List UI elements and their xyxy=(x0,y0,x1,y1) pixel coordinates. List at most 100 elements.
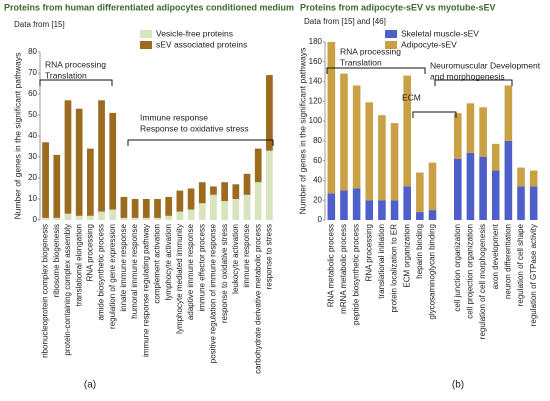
bracket xyxy=(326,67,426,74)
legend-swatch xyxy=(385,30,397,38)
y-tick-label: 40 xyxy=(313,176,322,185)
annotation: Translation xyxy=(45,70,87,80)
bar-segment xyxy=(210,194,217,220)
bar-segment xyxy=(87,148,94,216)
x-tick-label: lymphocyte activation xyxy=(164,224,173,300)
annotation: Response to oxidative stress xyxy=(140,123,249,133)
bar-segment xyxy=(210,186,217,195)
bar-segment xyxy=(428,210,437,220)
x-tick-label: peptide biosynthetic process xyxy=(352,224,361,325)
bar-segment xyxy=(390,200,399,220)
x-tick-label: cell junction organization xyxy=(453,224,462,312)
bar-segment xyxy=(466,152,475,220)
y-tick-label: 40 xyxy=(28,131,37,140)
chart-title: Proteins from adipocyte-sEV vs myotube-s… xyxy=(300,2,496,12)
x-tick-label: neuron differentiation xyxy=(503,224,512,299)
y-tick-label: 60 xyxy=(313,156,322,165)
bar-segment xyxy=(98,100,105,212)
x-tick-label: response to oxidative stress xyxy=(220,224,229,323)
bar-segment xyxy=(352,85,361,189)
legend-label: Adipocyte-sEV xyxy=(401,39,457,49)
bar-segment xyxy=(75,108,83,216)
bar-segment xyxy=(517,167,525,187)
bar-segment xyxy=(365,102,374,201)
bar-segment xyxy=(221,182,228,202)
chart-title: Proteins from human differentiated adipo… xyxy=(4,2,294,12)
legend-label: Skeletal muscle-sEV xyxy=(401,28,479,38)
bar-segment xyxy=(120,196,128,218)
x-tick-label: immune effector process xyxy=(197,224,206,311)
bar-segment xyxy=(504,85,513,141)
x-tick-label: immune response regulating pathway xyxy=(141,224,150,357)
bar-segment xyxy=(142,217,150,220)
x-tick-label: ribosome biogenesis xyxy=(52,224,61,297)
bar-segment xyxy=(327,193,336,220)
y-axis-label: Number of genes in the significant pathw… xyxy=(12,53,22,220)
x-tick-label: RNA processing xyxy=(364,224,373,281)
x-tick-label: complement activation xyxy=(153,224,162,304)
bar-segment xyxy=(198,203,206,220)
y-tick-label: 120 xyxy=(309,96,323,105)
bar-segment xyxy=(75,215,83,220)
bar-segment xyxy=(232,184,240,199)
annotation: ECM xyxy=(402,92,421,102)
y-tick-label: 20 xyxy=(28,173,37,182)
bar-segment xyxy=(243,173,251,195)
y-tick-label: 180 xyxy=(309,37,323,46)
bar-segment xyxy=(428,162,437,211)
bar-segment xyxy=(165,215,173,220)
x-tick-label: carbohydrate derivative metabolic proces… xyxy=(253,224,262,374)
annotation: Translation xyxy=(340,57,382,67)
bar-segment xyxy=(454,113,462,159)
x-tick-label: innate immune response xyxy=(119,223,128,311)
x-tick-label: ECM organization xyxy=(402,224,411,288)
annotation: Immune response xyxy=(140,112,208,122)
bar-segment xyxy=(142,199,150,218)
bar-segment xyxy=(378,115,386,201)
annotation: Neuromuscular Development xyxy=(430,60,541,70)
bar-segment xyxy=(416,172,424,213)
legend-swatch xyxy=(140,41,152,49)
y-tick-label: 100 xyxy=(309,116,323,125)
bar-segment xyxy=(53,154,61,218)
x-tick-label: translational elongation xyxy=(74,224,83,306)
annotation: RNA processing xyxy=(340,46,401,56)
bar-segment xyxy=(198,182,206,204)
bar-segment xyxy=(131,199,139,218)
subtitle: Data from [15] and [46] xyxy=(304,17,386,26)
x-tick-label: protein-containing complex assembly xyxy=(63,224,72,356)
bar-segment xyxy=(479,156,487,220)
x-tick-label: RNA metabolic process xyxy=(326,224,335,307)
bar-segment xyxy=(53,217,61,220)
y-tick-label: 160 xyxy=(309,57,323,66)
bar-segment xyxy=(131,217,139,220)
bar-segment xyxy=(165,196,173,216)
x-tick-label: amide biosynthetic process xyxy=(97,224,106,321)
x-tick-label: glycosaminoglycan binding xyxy=(428,224,437,320)
bar-segment xyxy=(403,75,411,187)
bar-segment xyxy=(154,217,161,220)
x-tick-label: immune response xyxy=(242,223,251,287)
y-tick-label: 60 xyxy=(28,89,37,98)
x-tick-label: regulation of gene expression xyxy=(108,224,117,329)
bar-segment xyxy=(504,140,513,220)
bar-segment xyxy=(187,209,195,220)
bar-segment xyxy=(243,194,251,220)
bar-segment xyxy=(64,213,72,220)
x-tick-label: adaptive immune response xyxy=(186,223,195,320)
x-tick-label: ribonucleoprotein complex biogenesis xyxy=(41,224,50,358)
y-tick-label: 0 xyxy=(33,215,38,224)
x-tick-label: lymphocyte mediated immunity xyxy=(175,224,184,334)
bar-segment xyxy=(416,212,424,220)
legend-swatch xyxy=(385,41,397,49)
x-tick-label: regulation of cell shape xyxy=(516,223,525,306)
y-axis-label: Number of genes in the significant pathw… xyxy=(297,48,307,215)
annotation: and morphogenesis xyxy=(430,71,505,81)
y-tick-label: 70 xyxy=(28,68,37,77)
x-tick-label: leukocyte activation xyxy=(231,224,240,294)
panel-label: (b) xyxy=(452,380,464,391)
y-tick-label: 80 xyxy=(28,47,37,56)
bar-segment xyxy=(378,200,386,220)
y-tick-label: 10 xyxy=(28,194,37,203)
bracket xyxy=(39,79,113,86)
